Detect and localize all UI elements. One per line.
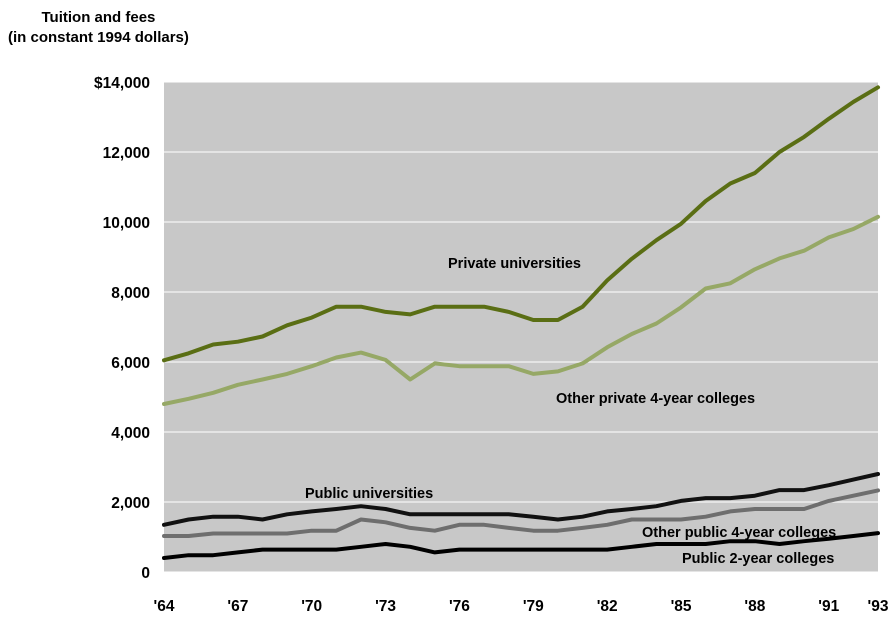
y-tick-label-3: 6,000 bbox=[111, 355, 150, 372]
x-tick-label-9: '91 bbox=[818, 598, 839, 615]
plot-background bbox=[164, 82, 878, 572]
series-line-public-2-year-colleges bbox=[162, 531, 880, 560]
y-tick-label-0: 0 bbox=[141, 565, 150, 582]
series-label-public-2-year-colleges: Public 2-year colleges bbox=[682, 551, 834, 567]
x-tick-labels: '64 '67 '70 '73 '76 '79 '82 '85 '88 '91 '93 bbox=[154, 598, 889, 615]
y-tick-label-1: 2,000 bbox=[111, 495, 150, 512]
y-tick-label-2: 4,000 bbox=[111, 425, 150, 442]
y-tick-labels: 0 2,000 4,000 6,000 8,000 10,000 12,000 $14,000 bbox=[94, 75, 150, 582]
series-line-other-private-4-year-colleges bbox=[162, 214, 880, 406]
series-line-public-universities bbox=[162, 472, 880, 527]
series-line-other-public-4-year-colleges bbox=[162, 488, 880, 538]
y-tick-label-6: 12,000 bbox=[103, 145, 150, 162]
y-axis-title: Tuition and fees (in constant 1994 dolla… bbox=[8, 8, 189, 48]
y-tick-label-5: 10,000 bbox=[103, 215, 150, 232]
gridlines bbox=[164, 81, 878, 573]
y-tick-label-7: $14,000 bbox=[94, 75, 150, 92]
series-label-private-universities: Private universities bbox=[448, 256, 581, 272]
x-tick-label-1: '67 bbox=[227, 598, 248, 615]
y-tick-label-4: 8,000 bbox=[111, 285, 150, 302]
series-label-public-universities: Public universities bbox=[305, 486, 433, 502]
x-tick-label-5: '79 bbox=[523, 598, 544, 615]
series-labels: Private universities Other private 4-yea… bbox=[305, 256, 836, 567]
y-axis-title-line2: (in constant 1994 dollars) bbox=[8, 29, 189, 46]
series-label-other-public-4-year-colleges: Other public 4-year colleges bbox=[642, 525, 836, 541]
x-tick-label-2: '70 bbox=[301, 598, 322, 615]
x-tick-label-0: '64 bbox=[154, 598, 175, 615]
x-tick-label-4: '76 bbox=[449, 598, 470, 615]
x-tick-label-7: '85 bbox=[671, 598, 692, 615]
series-lines bbox=[162, 85, 880, 560]
x-tick-label-6: '82 bbox=[597, 598, 618, 615]
y-axis-title-line1: Tuition and fees bbox=[41, 9, 156, 26]
series-line-private-universities bbox=[162, 85, 880, 363]
series-label-other-private-4-year-colleges: Other private 4-year colleges bbox=[556, 391, 755, 407]
x-tick-label-8: '88 bbox=[744, 598, 765, 615]
x-tick-label-3: '73 bbox=[375, 598, 396, 615]
x-tick-label-10: '93 bbox=[868, 598, 889, 615]
